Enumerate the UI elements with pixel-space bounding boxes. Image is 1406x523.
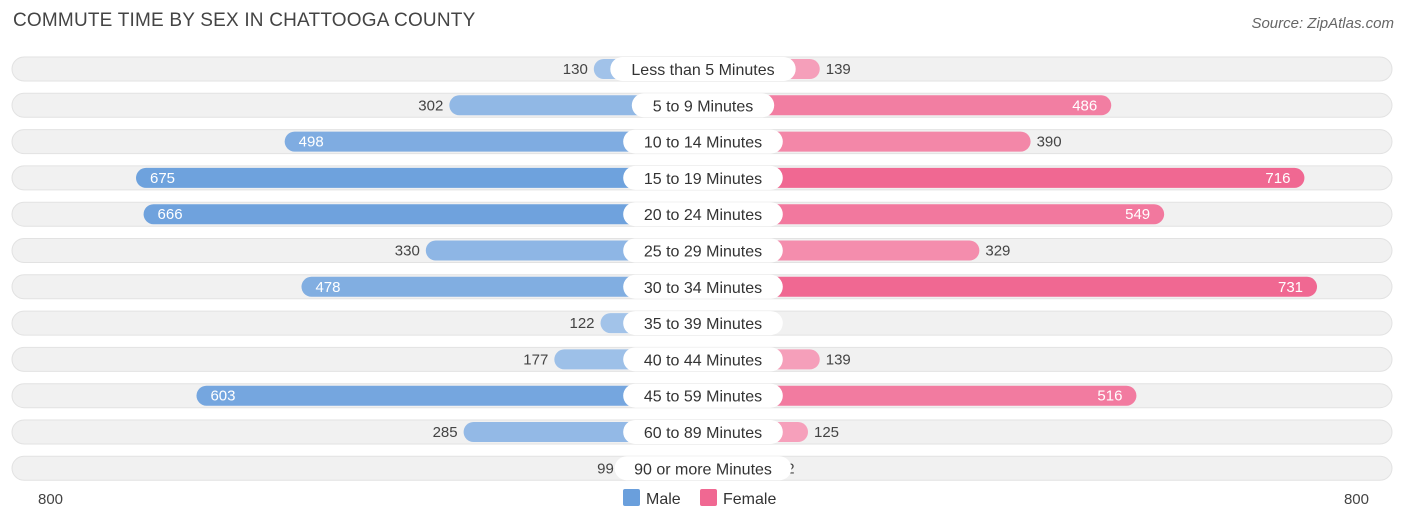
male-bar (196, 385, 704, 406)
chart-title: COMMUTE TIME BY SEX IN CHATTOOGA COUNTY (13, 10, 476, 31)
female-value-label: 125 (814, 424, 839, 441)
female-value-label: 390 (1037, 134, 1062, 151)
category-label: 40 to 44 Minutes (644, 352, 762, 369)
category-label: Less than 5 Minutes (631, 62, 774, 79)
female-value-label: 329 (985, 243, 1010, 260)
female-value-label: 731 (1278, 279, 1303, 296)
female-value-label: 549 (1125, 206, 1150, 223)
category-pill (623, 238, 783, 263)
category-pill (623, 165, 783, 190)
category-label: 45 to 59 Minutes (644, 389, 762, 406)
legend-female-label: Female (723, 491, 776, 508)
male-value-label: 302 (418, 97, 443, 114)
male-bar (143, 204, 703, 225)
female-bar (703, 204, 1165, 225)
category-label: 5 to 9 Minutes (653, 98, 754, 115)
male-value-label: 330 (395, 243, 420, 260)
category-label: 90 or more Minutes (634, 461, 772, 478)
axis-left-label: 800 (38, 491, 63, 508)
category-label: 10 to 14 Minutes (644, 135, 762, 152)
female-bar (703, 276, 1318, 297)
category-label: 30 to 34 Minutes (644, 280, 762, 297)
female-bar (703, 167, 1305, 188)
female-bar (703, 131, 1031, 152)
axis-right-label: 800 (1344, 491, 1369, 508)
category-label: 25 to 29 Minutes (644, 244, 762, 261)
category-label: 20 to 24 Minutes (644, 207, 762, 224)
category-pill (623, 347, 783, 372)
male-value-label: 130 (563, 61, 588, 78)
male-value-label: 675 (150, 170, 175, 187)
male-value-label: 177 (523, 351, 548, 368)
male-bar (136, 167, 703, 188)
male-value-label: 603 (210, 388, 235, 405)
female-bar (703, 95, 1112, 116)
legend-male-label: Male (646, 491, 681, 508)
male-value-label: 285 (433, 424, 458, 441)
male-value-label: 478 (315, 279, 340, 296)
category-pill (610, 57, 796, 81)
legend-male-swatch (623, 489, 640, 506)
female-value-label: 716 (1265, 170, 1290, 187)
male-bar (301, 276, 703, 297)
category-label: 60 to 89 Minutes (644, 425, 762, 442)
male-value-label: 666 (158, 206, 183, 223)
category-pill (631, 93, 775, 118)
female-value-label: 139 (826, 351, 851, 368)
legend-female-swatch (700, 489, 717, 506)
category-pill (623, 202, 783, 227)
male-value-label: 122 (569, 315, 594, 332)
category-label: 35 to 39 Minutes (644, 316, 762, 333)
category-pill (623, 383, 783, 408)
category-pill (623, 420, 783, 444)
female-value-label: 486 (1072, 97, 1097, 114)
male-value-label: 99 (597, 460, 614, 477)
male-value-label: 498 (299, 134, 324, 151)
category-pill (614, 456, 792, 481)
category-pill (623, 311, 783, 336)
category-pill (623, 129, 783, 154)
female-bar (703, 385, 1137, 406)
source-label: Source: ZipAtlas.com (1251, 15, 1394, 32)
female-value-label: 516 (1097, 388, 1122, 405)
female-value-label: 139 (826, 61, 851, 78)
male-bar (284, 131, 703, 152)
category-label: 15 to 19 Minutes (644, 171, 762, 188)
category-pill (623, 274, 783, 299)
